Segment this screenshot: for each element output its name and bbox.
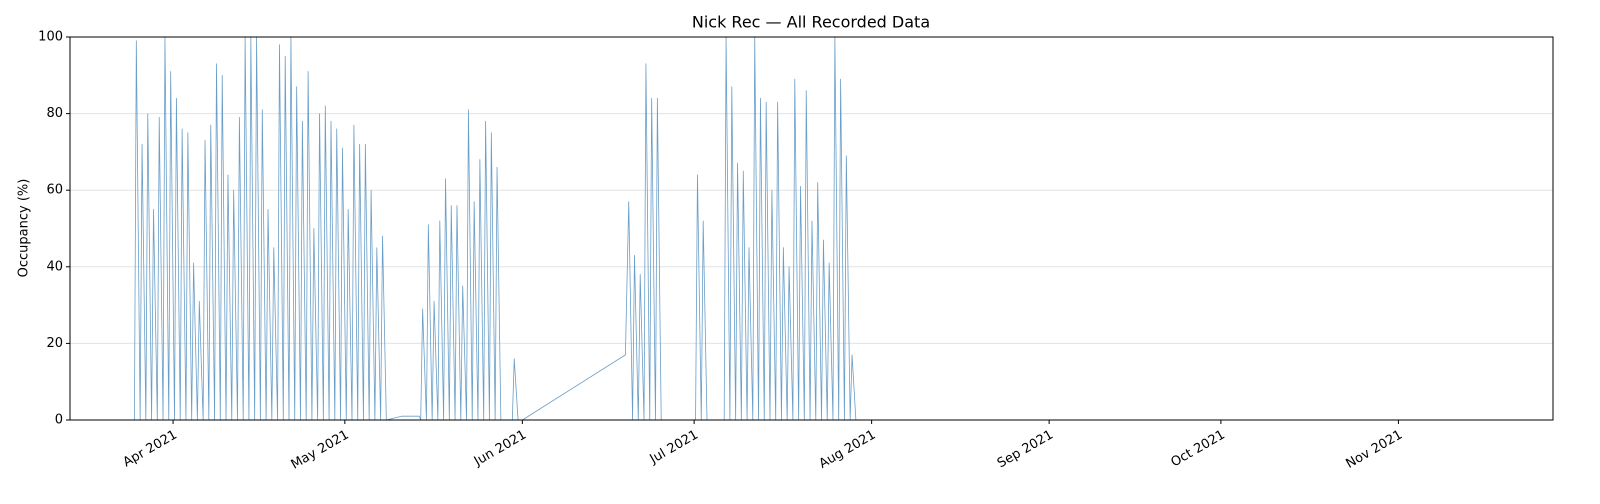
x-tick-label: May 2021 <box>289 428 352 473</box>
y-tick-label: 20 <box>46 336 63 351</box>
y-tick-label: 60 <box>46 183 63 198</box>
data-line <box>134 36 1485 421</box>
x-tick-label: Nov 2021 <box>1343 428 1405 472</box>
x-tick-label: Apr 2021 <box>121 428 180 471</box>
x-tick-label: Jun 2021 <box>471 428 529 470</box>
y-tick-label: 40 <box>46 259 63 274</box>
x-tick-label: Aug 2021 <box>817 428 879 472</box>
y-tick-label: 100 <box>38 30 63 45</box>
x-tick-label: Jul 2021 <box>647 428 701 468</box>
x-tick-label: Oct 2021 <box>1168 428 1227 471</box>
x-tick-label: Sep 2021 <box>995 428 1056 472</box>
chart-title: Nick Rec — All Recorded Data <box>692 13 930 32</box>
plot-frame <box>69 36 1554 421</box>
y-tick-label: 80 <box>46 106 63 121</box>
y-axis-label: Occupancy (%) <box>17 179 32 278</box>
y-tick-label: 0 <box>55 413 63 428</box>
